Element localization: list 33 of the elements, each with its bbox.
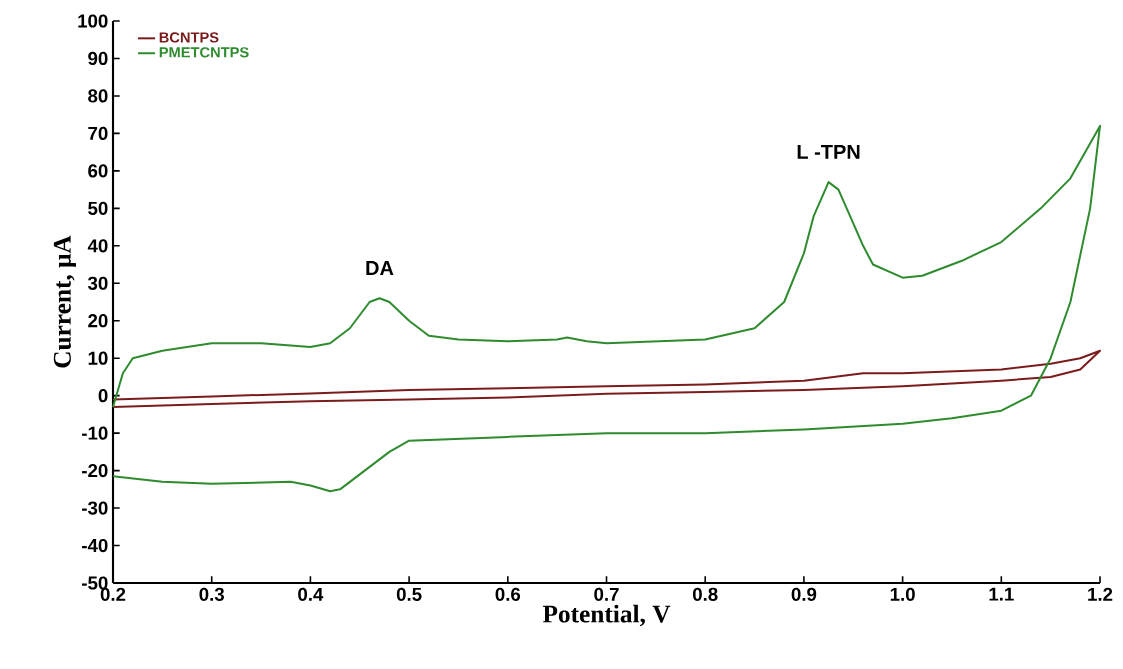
- y-tick-label: 40: [87, 239, 108, 253]
- x-tick-label: 1.0: [890, 587, 915, 601]
- y-tick-label: 80: [88, 89, 108, 103]
- y-tick-label: -40: [82, 538, 108, 553]
- y-axis-title: Current, μA: [53, 235, 76, 368]
- y-tick-label: 30: [87, 276, 108, 290]
- annotation: DA: [366, 261, 394, 275]
- y-tick-label: 70: [88, 126, 108, 141]
- x-tick-label: 0.8: [692, 587, 718, 601]
- annotation: L -TPN: [797, 144, 860, 159]
- x-axis-title: Potential, V: [542, 604, 671, 627]
- x-tick-label: 0.7: [594, 587, 619, 601]
- y-tick-label: -30: [82, 501, 108, 515]
- y-tick-label: -10: [82, 426, 108, 440]
- legend-label: BCNTPS: [159, 32, 219, 43]
- y-tick-label: 60: [88, 164, 108, 178]
- line-series: [112, 124, 1102, 493]
- x-tick-label: 0.3: [199, 587, 224, 601]
- y-tick-label: 100: [78, 14, 108, 28]
- x-tick-label: 0.5: [396, 587, 422, 601]
- x-tick-label: 0.6: [495, 587, 521, 601]
- y-tick-label: -20: [82, 463, 108, 478]
- x-tick-label: 1.1: [989, 587, 1014, 601]
- y-tick-label: 20: [88, 314, 108, 328]
- x-tick-label: 0.4: [298, 587, 324, 601]
- x-tick-label: 1.2: [1088, 587, 1113, 601]
- line-series: [112, 349, 1102, 408]
- y-tick-label: 50: [88, 201, 108, 215]
- x-tick-label: 0.9: [791, 587, 817, 601]
- legend-label: PMETCNTPS: [159, 47, 249, 58]
- y-tick-label: 10: [88, 351, 108, 365]
- y-tick-label: 90: [88, 51, 108, 66]
- y-tick-label: 0: [98, 389, 108, 403]
